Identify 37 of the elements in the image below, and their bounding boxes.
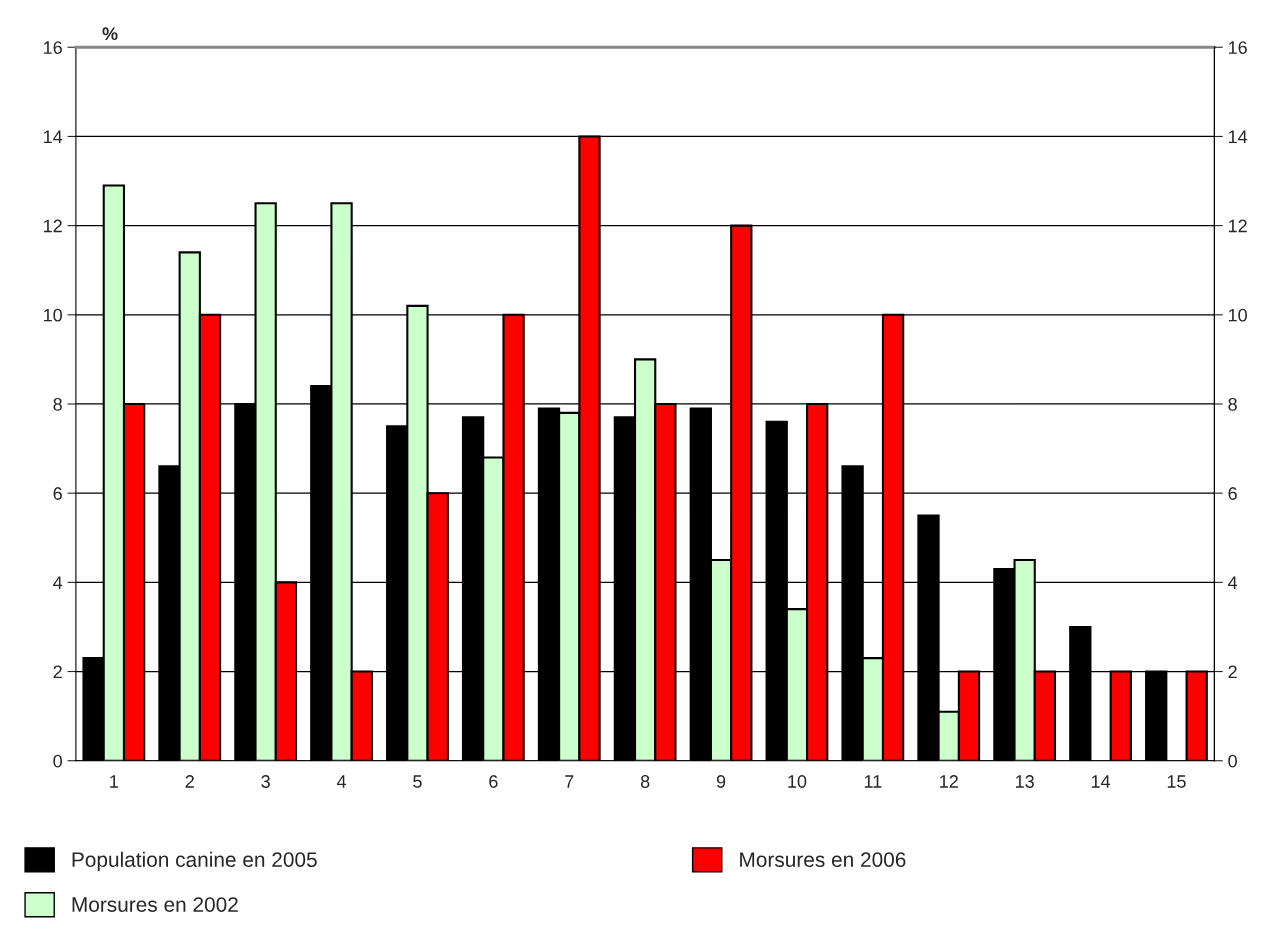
y2-tick-label: 16: [1228, 41, 1247, 54]
y2-tick-label: 4: [1228, 576, 1238, 589]
y-tick-label: 8: [53, 397, 62, 411]
y-tick-label: 10: [44, 308, 62, 322]
y2-tick-label: 0: [1228, 754, 1237, 768]
x-tick-label: 13: [1015, 775, 1034, 788]
x-tick-label: 8: [640, 775, 650, 788]
y-tick-label: 0: [53, 754, 62, 768]
y-tick-label: 6: [53, 487, 62, 500]
x-tick-label: 11: [864, 775, 882, 788]
x-tick-label: 12: [940, 775, 958, 788]
x-tick-label: 10: [788, 775, 807, 788]
y-tick-label: 2: [53, 665, 62, 679]
y-tick-label: 14: [44, 130, 63, 143]
y2-tick-label: 8: [1228, 397, 1237, 411]
y-tick-label: 12: [44, 219, 62, 233]
x-tick-label: 7: [565, 775, 574, 788]
x-tick-label: 2: [185, 775, 194, 788]
y2-tick-label: 10: [1228, 308, 1247, 322]
legend-label: Morsures en 2006: [740, 852, 906, 868]
y-tick-label: 4: [53, 576, 63, 589]
y-tick-label: 16: [44, 41, 62, 54]
x-tick-label: 3: [261, 775, 270, 788]
legend-label: Population canine en 2005: [72, 851, 317, 872]
y-axis-title: %: [102, 27, 118, 41]
y2-tick-label: 14: [1228, 130, 1248, 143]
y2-tick-label: 2: [1228, 665, 1237, 679]
x-tick-label: 5: [413, 775, 422, 788]
x-tick-label: 4: [336, 775, 347, 788]
x-tick-label: 9: [716, 775, 726, 788]
y2-tick-label: 12: [1228, 219, 1247, 233]
x-tick-label: 1: [110, 775, 118, 788]
x-tick-label: 6: [489, 775, 498, 788]
legend-label: Morsures en 2002: [72, 897, 238, 912]
x-tick-label: 15: [1167, 775, 1186, 788]
y2-tick-label: 6: [1228, 487, 1237, 500]
x-tick-label: 14: [1091, 775, 1111, 788]
